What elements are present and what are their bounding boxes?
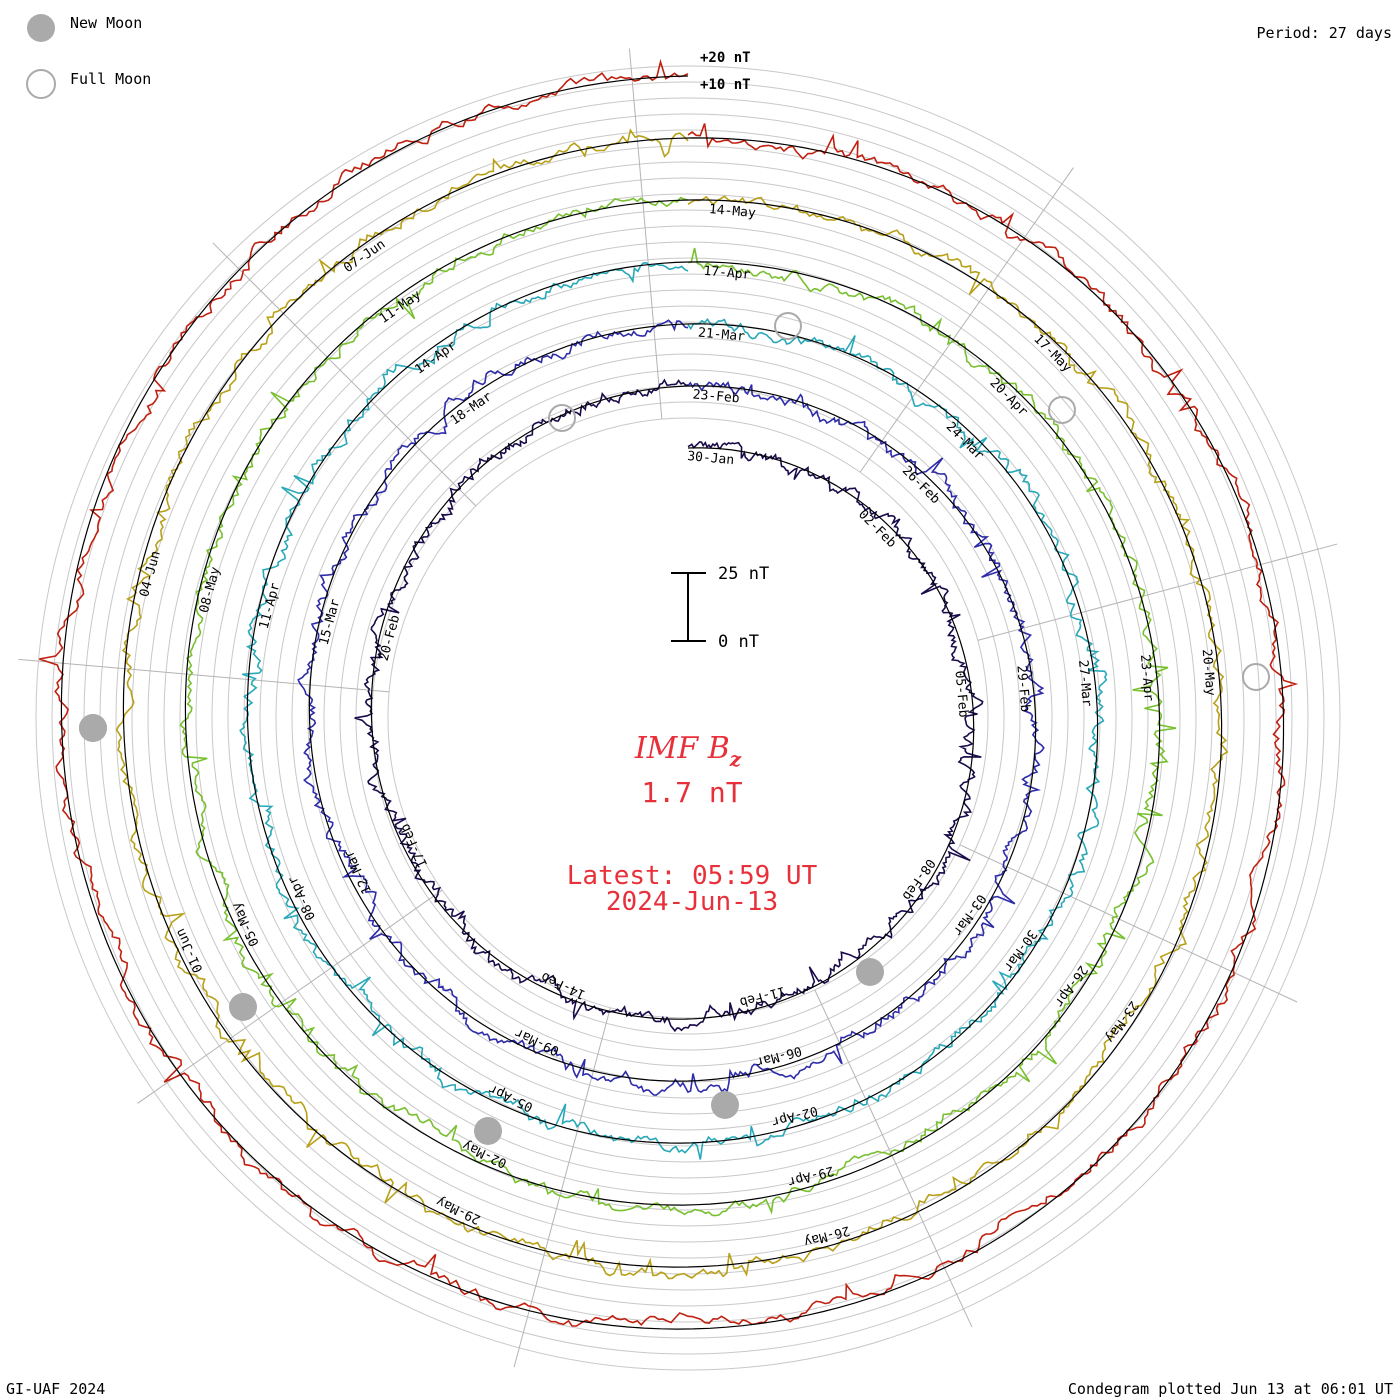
date-label: 23-Feb	[692, 387, 740, 406]
date-label: 14-May	[708, 202, 756, 221]
grid-ring	[115, 145, 1261, 1291]
sector-spoke	[137, 889, 443, 1104]
new-moon-legend-icon	[27, 14, 55, 42]
series-trace	[239, 262, 1108, 1160]
grid-ring	[195, 225, 1181, 1211]
date-label: 07-Jun	[341, 237, 388, 276]
series-trace	[354, 378, 984, 1033]
date-label: 23-Apr	[1137, 654, 1156, 702]
latest-time: Latest: 05:59 UT	[567, 861, 818, 891]
spiral-baseline	[60, 75, 1285, 1330]
grid-ring	[243, 273, 1133, 1163]
sector-spoke	[18, 658, 390, 693]
grid-ring	[259, 289, 1117, 1147]
full-moon-legend-icon	[26, 69, 56, 99]
date-label: 30-Jan	[687, 449, 735, 468]
date-label: 21-Mar	[697, 326, 745, 345]
grid-ring	[51, 81, 1325, 1355]
grid-layer	[35, 65, 1341, 1371]
full-moon-marker	[1242, 663, 1270, 691]
new-moon-marker	[79, 714, 107, 742]
date-label: 08-Feb	[898, 856, 937, 903]
center-title-sub: z	[729, 747, 742, 771]
moon-layer	[79, 312, 1270, 1145]
series-trace	[179, 196, 1177, 1217]
new-moon-marker	[229, 993, 257, 1021]
sector-spoke	[628, 48, 663, 420]
center-value: 1.7 nT	[641, 776, 742, 809]
sector-spoke	[212, 242, 477, 507]
grid-ring	[179, 209, 1197, 1227]
grid-ring	[147, 177, 1229, 1259]
grid-ring	[67, 97, 1309, 1339]
center-title-main: IMF B	[634, 731, 730, 766]
date-label: 04-Jun	[137, 549, 164, 598]
scale-bottom-label: 0 nT	[718, 632, 759, 652]
scale-top-label: 25 nT	[718, 564, 769, 584]
full-moon-marker	[1048, 396, 1076, 424]
date-label: 20-May	[1199, 648, 1218, 696]
sector-spoke	[513, 1007, 611, 1368]
series-trace	[297, 319, 1045, 1096]
grid-ring	[227, 257, 1149, 1179]
latest-date: 2024-Jun-13	[606, 887, 778, 917]
date-label: 27-Mar	[1075, 659, 1094, 707]
grid-ring	[35, 65, 1341, 1371]
grid-ring	[211, 241, 1165, 1195]
date-label: 29-Apr	[786, 1162, 835, 1189]
new-moon-marker	[856, 958, 884, 986]
full-moon-marker	[774, 312, 802, 340]
grid-ring	[323, 353, 1053, 1083]
date-label: 26-Apr	[1051, 962, 1090, 1009]
sector-spoke	[859, 167, 1074, 473]
sector-spoke	[977, 543, 1338, 641]
new-moon-marker	[711, 1091, 739, 1119]
grid-ring	[307, 337, 1069, 1099]
grid-ring	[163, 193, 1213, 1243]
series-trace	[39, 58, 1299, 1327]
new-moon-marker	[474, 1117, 502, 1145]
date-label: 26-May	[802, 1222, 851, 1249]
date-label: 17-Apr	[703, 264, 751, 283]
date-label: 02-Apr	[770, 1103, 819, 1130]
grid-ring	[291, 321, 1085, 1115]
period-label: Period: 27 days	[1257, 24, 1392, 42]
series-trace	[115, 128, 1229, 1280]
sector-spoke	[814, 989, 973, 1328]
date-label: 29-Feb	[1013, 665, 1032, 713]
ring-label-20nt: +20 nT	[700, 50, 751, 66]
center-title: IMF Bz	[634, 731, 742, 771]
footer-plot-time: Condegram plotted Jun 13 at 06:01 UT	[1068, 1380, 1393, 1398]
full-moon-legend-label: Full Moon	[70, 70, 151, 88]
footer-credit: GI-UAF 2024	[6, 1380, 105, 1398]
full-moon-marker	[548, 404, 576, 432]
grid-ring	[387, 417, 989, 1019]
new-moon-legend-label: New Moon	[70, 14, 142, 32]
baseline-layer	[60, 75, 1285, 1330]
ring-label-10nt: +10 nT	[700, 77, 751, 93]
spoke-layer	[18, 48, 1338, 1368]
date-label: 05-Feb	[952, 670, 971, 718]
sector-spoke	[959, 844, 1298, 1003]
grid-ring	[131, 161, 1245, 1275]
series-layer	[39, 58, 1299, 1327]
grid-ring	[275, 305, 1101, 1131]
